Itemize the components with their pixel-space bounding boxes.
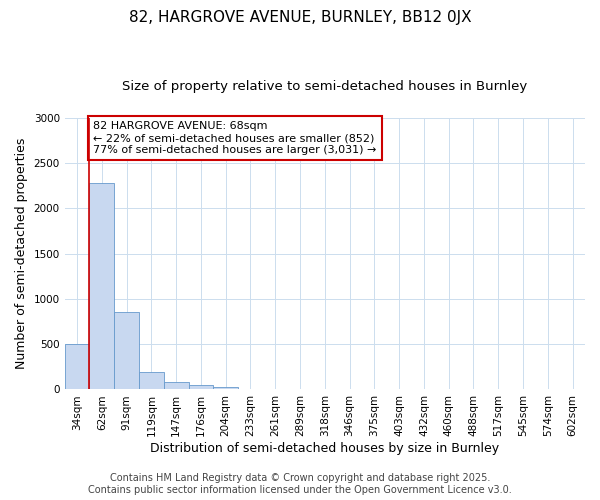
Bar: [214, 387, 238, 390]
Bar: [114, 312, 139, 390]
Bar: [89, 183, 114, 390]
Bar: [164, 382, 188, 390]
X-axis label: Distribution of semi-detached houses by size in Burnley: Distribution of semi-detached houses by …: [150, 442, 499, 455]
Bar: [139, 372, 164, 390]
Bar: [238, 388, 263, 390]
Title: Size of property relative to semi-detached houses in Burnley: Size of property relative to semi-detach…: [122, 80, 527, 93]
Bar: [188, 386, 214, 390]
Text: Contains HM Land Registry data © Crown copyright and database right 2025.
Contai: Contains HM Land Registry data © Crown c…: [88, 474, 512, 495]
Bar: [65, 344, 89, 390]
Text: 82, HARGROVE AVENUE, BURNLEY, BB12 0JX: 82, HARGROVE AVENUE, BURNLEY, BB12 0JX: [128, 10, 472, 25]
Text: 82 HARGROVE AVENUE: 68sqm
← 22% of semi-detached houses are smaller (852)
77% of: 82 HARGROVE AVENUE: 68sqm ← 22% of semi-…: [93, 122, 377, 154]
Y-axis label: Number of semi-detached properties: Number of semi-detached properties: [15, 138, 28, 370]
